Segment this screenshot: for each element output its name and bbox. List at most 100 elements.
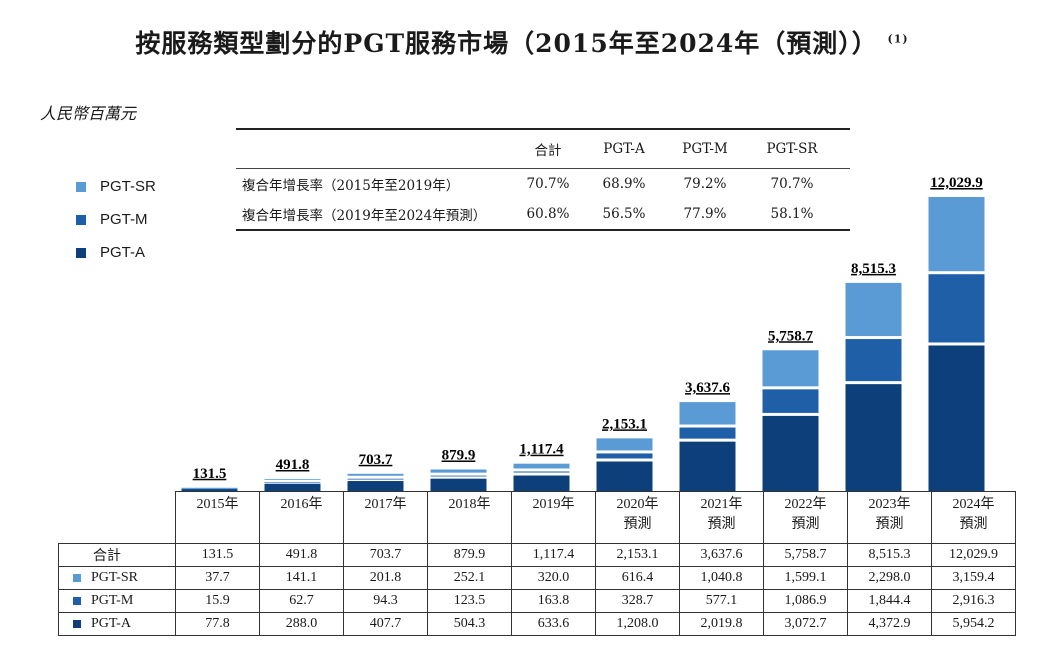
cagr-cell: 79.2%	[683, 176, 727, 192]
cagr-header-row: 合計 PGT-A PGT-M PGT-SR	[236, 130, 850, 169]
table-cell: 288.0	[259, 612, 344, 636]
year-label: 2023年	[868, 497, 911, 512]
table-cell: 328.7	[595, 589, 680, 613]
legend-swatch-pgt-sr	[76, 181, 86, 192]
year-label: 2022年	[784, 497, 827, 512]
title-footnote: (1)	[887, 32, 909, 46]
year-label: 2018年	[448, 497, 491, 512]
row-label-text: PGT-A	[91, 616, 131, 631]
table-cell: 15.9	[175, 589, 260, 613]
bar-segment-pgt-m	[347, 478, 404, 480]
bar-segment-pgt-sr	[762, 350, 819, 387]
table-cell: 8,515.3	[847, 543, 932, 567]
table-cell: 407.7	[343, 612, 428, 636]
cagr-cell: 77.9%	[683, 206, 727, 222]
table-cell: 1,844.4	[847, 589, 932, 613]
bar-segment-pgt-a	[347, 481, 404, 491]
table-cell: 201.8	[343, 566, 428, 590]
cagr-header-total: 合計	[534, 143, 562, 159]
bar-segment-pgt-m	[513, 471, 570, 473]
table-cell: 633.6	[511, 612, 596, 636]
bar-total-label: 5,758.7	[768, 328, 814, 344]
year-header-cell: 2015年	[175, 491, 260, 544]
row-label-text: 合計	[93, 549, 121, 564]
bar-segment-pgt-sr	[596, 438, 653, 451]
year-header-row: 2015年 2016年 2017年 2018年 2019年 2020年 預測 2021年 預測 2…	[59, 491, 1016, 544]
legend-swatch-pgt-m	[76, 214, 86, 225]
legend-swatch-pgt-a	[76, 247, 86, 258]
bar-total-label: 879.9	[442, 447, 476, 463]
cagr-header-pgt-a: PGT-A	[603, 141, 645, 157]
bar-segment-pgt-sr	[928, 197, 985, 272]
cagr-row-2019-2024: 複合年增長率（2019年至2024年預測） 60.8% 56.5% 77.9% …	[236, 199, 850, 229]
year-label: 2020年	[616, 497, 659, 512]
cagr-row-2015-2019: 複合年增長率（2015年至2019年） 70.7% 68.9% 79.2% 70…	[236, 169, 850, 199]
bar-total-label: 3,637.6	[685, 380, 731, 396]
forecast-label: 預測	[959, 517, 988, 532]
unit-label: 人民幣百萬元	[40, 104, 137, 123]
forecast-label: 預測	[875, 517, 904, 532]
table-cell: 3,072.7	[763, 612, 848, 636]
table-row-pgt-sr: PGT-SR 37.7 141.1 201.8 252.1 320.0 616.4 1,040…	[58, 566, 1016, 590]
year-label: 2015年	[196, 497, 239, 512]
bar-segment-pgt-a	[181, 489, 238, 491]
bar-segment-pgt-sr	[845, 282, 902, 337]
row-label-text: PGT-SR	[91, 570, 138, 585]
year-header-cell: 2023年預測	[847, 491, 932, 544]
cagr-cell: 60.8%	[526, 206, 570, 222]
year-header-cell: 2018年	[427, 491, 512, 544]
bar-segment-pgt-sr	[513, 463, 570, 469]
year-label: 2017年	[364, 497, 407, 512]
year-label: 2016年	[280, 497, 323, 512]
bar-segment-pgt-a	[679, 441, 736, 491]
header-blank-cell	[59, 492, 176, 544]
legend-item-pgt-m: PGT-M	[76, 203, 156, 236]
cagr-header-pgt-sr: PGT-SR	[766, 141, 818, 157]
cagr-cell: 70.7%	[526, 176, 570, 192]
table-cell: 62.7	[259, 589, 344, 613]
legend-label-pgt-m: PGT-M	[100, 211, 148, 228]
bar-segment-pgt-m	[181, 488, 238, 490]
bar-segment-pgt-m	[762, 389, 819, 413]
table-cell: 1,086.9	[763, 589, 848, 613]
legend-item-pgt-a: PGT-A	[76, 236, 156, 269]
cagr-cell: 70.7%	[770, 176, 814, 192]
table-cell: 2,019.8	[679, 612, 764, 636]
bar-segment-pgt-m	[596, 453, 653, 459]
cagr-cell: 68.9%	[602, 176, 646, 192]
bar-total-label: 491.8	[276, 457, 310, 473]
bar-segment-pgt-sr	[181, 487, 238, 489]
row-label: PGT-SR	[58, 566, 176, 590]
bar-segment-pgt-m	[928, 274, 985, 343]
cagr-row-label: 複合年增長率（2015年至2019年）	[242, 178, 460, 194]
table-row-pgt-a: PGT-A 77.8 288.0 407.7 504.3 633.6 1,208.0 2,01…	[58, 612, 1016, 636]
table-cell: 77.8	[175, 612, 260, 636]
year-header-cell: 2016年	[259, 491, 344, 544]
year-label: 2021年	[700, 497, 743, 512]
bar-segment-pgt-a	[264, 483, 321, 491]
table-cell: 2,916.3	[931, 589, 1016, 613]
table-cell: 123.5	[427, 589, 512, 613]
table-cell: 94.3	[343, 589, 428, 613]
bar-total-label: 703.7	[359, 452, 393, 468]
year-label: 2019年	[532, 497, 575, 512]
table-cell: 5,954.2	[931, 612, 1016, 636]
bar-total-label: 8,515.3	[851, 261, 896, 277]
row-swatch-pgt-a	[73, 619, 81, 628]
bar-segment-pgt-m	[845, 339, 902, 382]
table-cell: 879.9	[427, 543, 512, 567]
bar-total-label: 12,029.9	[930, 175, 983, 191]
year-header-cell: 2019年	[511, 491, 596, 544]
year-header-cell: 2022年預測	[763, 491, 848, 544]
year-header-cell: 2017年	[343, 491, 428, 544]
forecast-label: 預測	[791, 517, 820, 532]
bar-segment-pgt-m	[430, 475, 487, 477]
table-row-pgt-m: PGT-M 15.9 62.7 94.3 123.5 163.8 328.7 577.1 1,0…	[58, 589, 1016, 613]
table-cell: 320.0	[511, 566, 596, 590]
bar-segment-pgt-a	[845, 384, 902, 491]
table-cell: 616.4	[595, 566, 680, 590]
table-cell: 2,153.1	[595, 543, 680, 567]
bar-segment-pgt-sr	[347, 473, 404, 476]
table-cell: 37.7	[175, 566, 260, 590]
